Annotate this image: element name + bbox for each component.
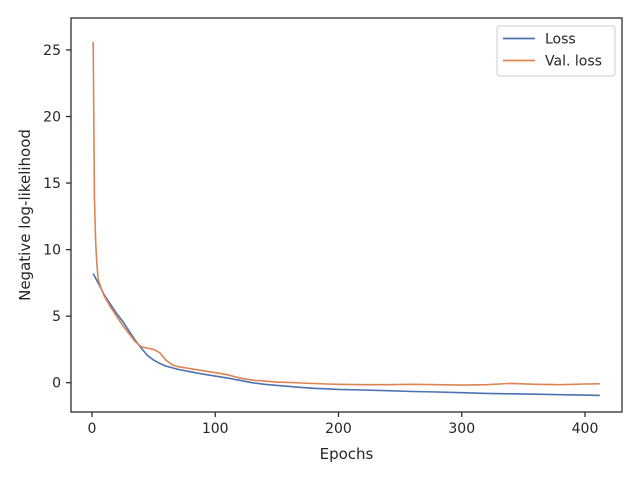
y-tick-label: 25 — [43, 43, 61, 59]
x-axis-label: Epochs — [320, 445, 374, 463]
y-tick-label: 15 — [43, 176, 61, 192]
legend-label-val-loss: Val. loss — [545, 54, 602, 70]
x-tick-label: 300 — [448, 421, 475, 437]
x-tick-label: 400 — [572, 421, 599, 437]
plot-area — [92, 41, 600, 397]
x-tick-label: 100 — [202, 421, 229, 437]
y-tick-label: 10 — [43, 243, 61, 259]
y-axis-label: Negative log-likelihood — [16, 129, 34, 301]
series-line-loss — [92, 273, 600, 397]
y-tick-label: 20 — [43, 110, 61, 126]
x-tick-label: 0 — [87, 421, 96, 437]
axis-ticks: 0 100 200 300 400 0 5 10 15 20 25 — [43, 43, 598, 437]
y-tick-label: 0 — [52, 376, 61, 392]
y-tick-label: 5 — [52, 309, 61, 325]
series-line-val-loss — [92, 41, 600, 386]
x-tick-label: 200 — [325, 421, 352, 437]
legend: Loss Val. loss — [496, 25, 616, 77]
legend-label-loss: Loss — [545, 32, 576, 48]
axes-frame — [70, 17, 623, 413]
